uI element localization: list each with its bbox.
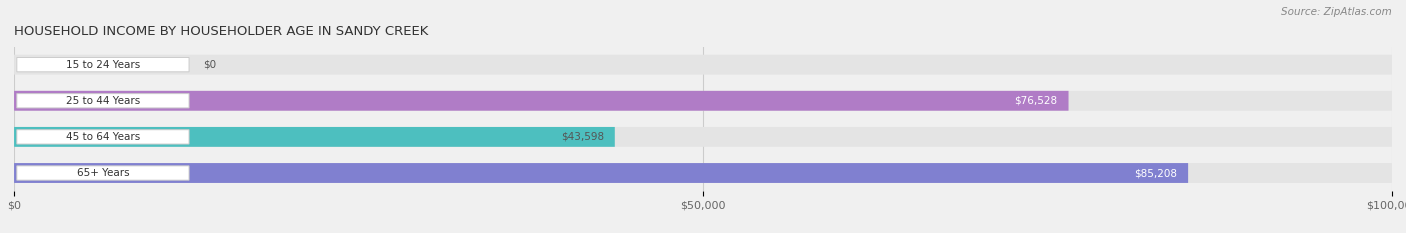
FancyBboxPatch shape bbox=[17, 94, 188, 108]
Text: $76,528: $76,528 bbox=[1014, 96, 1057, 106]
FancyBboxPatch shape bbox=[14, 163, 1188, 183]
FancyBboxPatch shape bbox=[14, 127, 1392, 147]
Text: 65+ Years: 65+ Years bbox=[76, 168, 129, 178]
FancyBboxPatch shape bbox=[17, 58, 188, 72]
FancyBboxPatch shape bbox=[14, 55, 1392, 75]
Text: $85,208: $85,208 bbox=[1135, 168, 1177, 178]
Text: 25 to 44 Years: 25 to 44 Years bbox=[66, 96, 141, 106]
FancyBboxPatch shape bbox=[14, 163, 1392, 183]
Text: 45 to 64 Years: 45 to 64 Years bbox=[66, 132, 141, 142]
Text: $43,598: $43,598 bbox=[561, 132, 603, 142]
Text: Source: ZipAtlas.com: Source: ZipAtlas.com bbox=[1281, 7, 1392, 17]
FancyBboxPatch shape bbox=[14, 91, 1069, 111]
FancyBboxPatch shape bbox=[14, 91, 1392, 111]
Text: 15 to 24 Years: 15 to 24 Years bbox=[66, 60, 141, 70]
Text: HOUSEHOLD INCOME BY HOUSEHOLDER AGE IN SANDY CREEK: HOUSEHOLD INCOME BY HOUSEHOLDER AGE IN S… bbox=[14, 25, 429, 38]
FancyBboxPatch shape bbox=[14, 127, 614, 147]
FancyBboxPatch shape bbox=[17, 130, 188, 144]
Text: $0: $0 bbox=[202, 60, 217, 70]
FancyBboxPatch shape bbox=[17, 166, 188, 180]
